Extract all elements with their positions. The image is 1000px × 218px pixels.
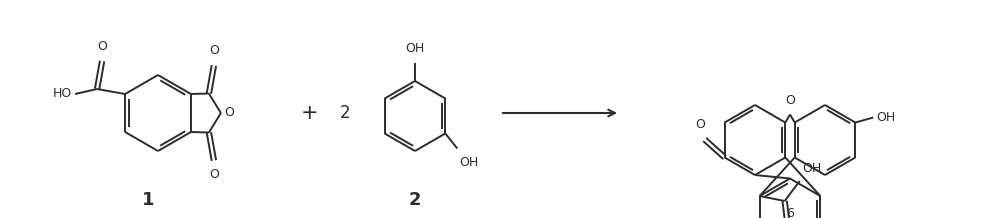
Text: OH: OH: [405, 42, 425, 55]
Text: O: O: [695, 119, 705, 131]
Text: 2: 2: [340, 104, 350, 122]
Text: O: O: [785, 94, 795, 107]
Text: OH: OH: [459, 155, 479, 169]
Text: 1: 1: [142, 191, 154, 209]
Text: 2: 2: [409, 191, 421, 209]
Text: O: O: [97, 40, 107, 53]
Text: O: O: [224, 107, 234, 119]
Text: O: O: [209, 44, 219, 58]
Text: 6: 6: [786, 207, 794, 218]
Text: OH: OH: [803, 162, 822, 175]
Text: O: O: [209, 169, 219, 182]
Text: +: +: [301, 103, 319, 123]
Text: HO: HO: [53, 87, 72, 100]
Text: OH: OH: [876, 111, 896, 124]
